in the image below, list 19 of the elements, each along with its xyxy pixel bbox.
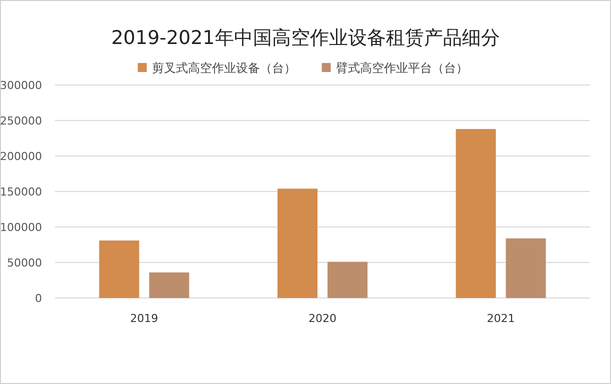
x-tick-label: 2019 xyxy=(130,312,158,325)
y-tick-label: 0 xyxy=(35,292,42,305)
bar xyxy=(149,272,190,298)
bar xyxy=(506,238,546,298)
bar xyxy=(278,188,318,298)
legend-label: 臂式高空作业平台（台） xyxy=(336,61,468,75)
y-tick-label: 50000 xyxy=(7,256,42,270)
legend-label: 剪叉式高空作业设备（台） xyxy=(152,61,296,75)
x-tick-label: 2020 xyxy=(308,312,336,325)
y-tick-label: 300000 xyxy=(0,79,42,92)
y-tick-label: 200000 xyxy=(0,150,42,163)
y-tick-label: 250000 xyxy=(0,114,42,128)
bar xyxy=(328,262,368,298)
y-tick-label: 100000 xyxy=(0,221,42,234)
y-tick-label: 150000 xyxy=(0,186,42,198)
x-tick-label: 2021 xyxy=(486,312,515,325)
bar xyxy=(456,129,496,298)
bar xyxy=(99,240,140,298)
chart-title: 2019-2021年中国高空作业设备租赁产品细分 xyxy=(111,27,500,49)
